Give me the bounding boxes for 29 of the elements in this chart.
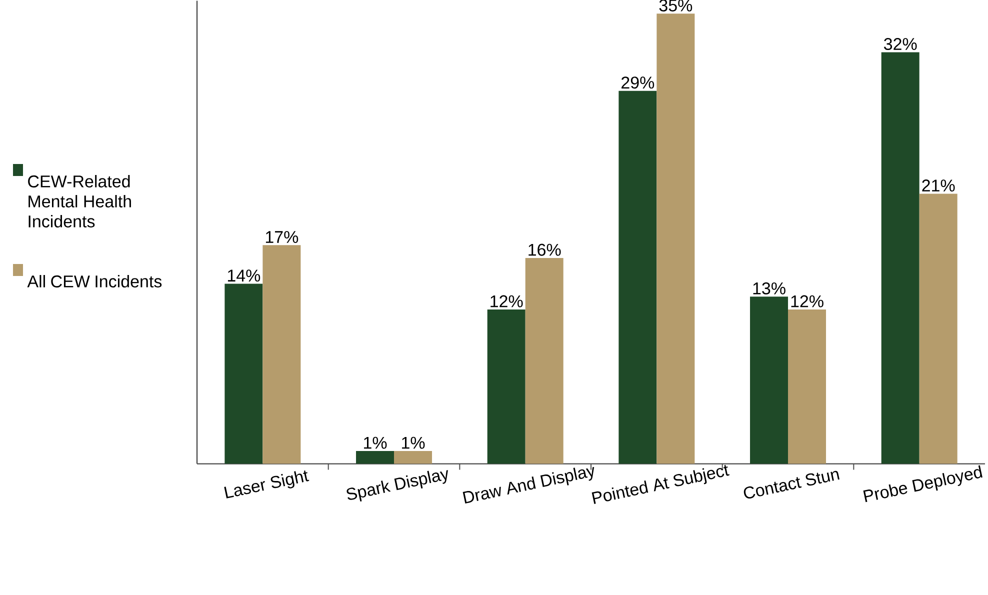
bar [881, 52, 920, 464]
data-label: 16% [528, 244, 561, 256]
bar [487, 309, 526, 464]
data-label: 29% [622, 76, 654, 89]
data-label: 1% [364, 436, 387, 449]
data-label: 21% [922, 180, 955, 192]
x-tick-label: Probe Deployed [863, 465, 982, 502]
bar [224, 284, 263, 464]
x-tick-label: Contact Stun [744, 470, 840, 499]
bar [618, 90, 657, 464]
data-label: 12% [490, 295, 523, 308]
x-tick-label: Spark Display [346, 470, 448, 502]
data-label: 1% [402, 436, 425, 449]
data-label: 13% [753, 282, 786, 294]
bar [750, 296, 788, 464]
x-tick-label: Laser Sight [224, 470, 310, 498]
bar [656, 14, 695, 464]
bar [356, 450, 394, 464]
legend-label: All CEW Incidents [27, 274, 162, 288]
bar [525, 258, 564, 464]
data-label: 12% [791, 295, 824, 308]
bar [919, 194, 958, 464]
data-label: 17% [266, 231, 298, 243]
data-label: 32% [884, 38, 917, 50]
legend-label: CEW-Related Mental Health Incidents [28, 174, 131, 228]
bar [788, 309, 826, 464]
data-label: 14% [228, 270, 260, 282]
bar [262, 245, 301, 464]
bar [394, 450, 432, 464]
